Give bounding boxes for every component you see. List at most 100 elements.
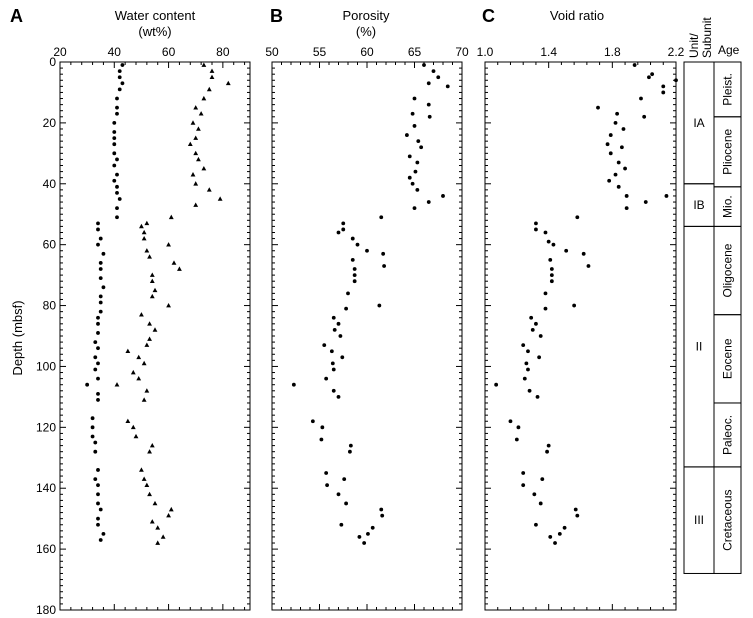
data-point-circle <box>494 382 499 387</box>
data-point-circle <box>96 483 100 488</box>
data-point-circle <box>540 477 545 481</box>
data-point-circle <box>365 248 369 253</box>
data-point-circle <box>355 242 360 247</box>
data-point-circle <box>410 181 415 186</box>
data-point-circle <box>407 175 412 180</box>
data-point-triangle <box>144 248 150 253</box>
data-point-circle <box>98 276 103 281</box>
data-point-triangle <box>152 500 158 506</box>
data-point-circle <box>322 343 327 348</box>
data-point-circle <box>407 154 412 159</box>
data-point-circle <box>624 206 629 211</box>
x-tick-label: 60 <box>360 45 374 59</box>
data-point-circle <box>344 306 348 311</box>
data-point-triangle <box>147 254 152 259</box>
data-point-circle <box>117 87 122 92</box>
data-point-circle <box>331 367 336 372</box>
data-point-circle <box>93 449 98 454</box>
data-point-circle <box>380 513 385 518</box>
data-point-circle <box>529 315 534 320</box>
data-point-circle <box>607 178 612 183</box>
data-point-circle <box>613 172 618 177</box>
data-point-triangle <box>155 525 161 530</box>
data-point-triangle <box>136 376 142 381</box>
data-point-circle <box>336 321 341 326</box>
data-point-circle <box>624 194 629 198</box>
data-point-circle <box>608 133 613 137</box>
data-point-circle <box>413 169 418 174</box>
data-point-circle <box>96 391 100 396</box>
data-point-circle <box>96 227 100 232</box>
data-point-circle <box>436 75 441 80</box>
data-point-circle <box>621 127 626 131</box>
data-point-circle <box>352 267 357 271</box>
data-point-circle <box>90 425 95 430</box>
data-point-circle <box>336 492 341 497</box>
data-point-circle <box>572 303 577 308</box>
data-point-triangle <box>136 354 142 360</box>
age-header: Age <box>718 43 740 57</box>
data-point-circle <box>115 157 119 162</box>
data-point-triangle <box>196 126 201 131</box>
age-label: Oligocene <box>721 243 735 297</box>
data-point-circle <box>381 251 386 256</box>
data-point-triangle <box>193 202 199 207</box>
data-point-circle <box>90 416 95 421</box>
data-point-circle <box>410 111 415 116</box>
data-point-circle <box>426 81 431 86</box>
data-point-triangle <box>130 424 136 430</box>
data-point-circle <box>426 102 431 107</box>
unit-label: III <box>694 513 704 527</box>
data-point-triangle <box>198 111 204 116</box>
data-point-circle <box>379 215 384 220</box>
data-point-circle <box>98 309 103 314</box>
data-point-circle <box>332 328 337 332</box>
data-point-triangle <box>166 242 171 247</box>
stratigraphic-column: Unit/Subunit AgeIAIBIIIIIPleist.PlioceneM… <box>683 17 742 574</box>
data-point-circle <box>543 291 548 296</box>
data-point-triangle <box>225 80 231 86</box>
data-point-circle <box>101 251 106 256</box>
data-point-triangle <box>139 467 144 472</box>
plot-frame <box>484 61 677 611</box>
data-point-circle <box>586 264 591 268</box>
data-point-triangle <box>209 68 215 73</box>
data-point-circle <box>534 227 538 232</box>
data-point-circle <box>120 81 125 86</box>
data-point-circle <box>581 251 586 256</box>
age-label: Cretaceous <box>721 490 735 551</box>
data-point-circle <box>320 425 325 430</box>
data-point-circle <box>96 315 100 320</box>
data-point-circle <box>615 111 620 116</box>
x-tick-label: 50 <box>265 45 279 59</box>
data-point-circle <box>605 142 610 147</box>
age-box <box>713 466 742 574</box>
data-point-circle <box>310 419 315 424</box>
data-point-circle <box>120 63 125 67</box>
data-point-circle <box>543 230 548 235</box>
data-point-circle <box>350 236 355 241</box>
age-label: Eocene <box>721 338 735 379</box>
data-point-circle <box>549 279 554 284</box>
data-point-circle <box>115 191 119 195</box>
depth-tick-label: 0 <box>49 55 56 69</box>
x-tick-label: 70 <box>455 45 469 59</box>
unit-label: II <box>696 340 703 354</box>
data-point-circle <box>344 501 348 506</box>
panel-title: Water content <box>115 8 196 23</box>
data-point-triangle <box>177 266 182 271</box>
data-point-circle <box>508 419 513 424</box>
data-point-circle <box>616 160 621 165</box>
data-point-circle <box>96 376 100 381</box>
data-point-circle <box>623 166 627 171</box>
data-point-triangle <box>149 519 155 524</box>
depth-tick-label: 40 <box>43 177 57 191</box>
data-point-circle <box>521 471 526 475</box>
data-point-circle <box>98 236 103 241</box>
data-point-circle <box>112 130 117 134</box>
data-point-triangle <box>196 156 201 162</box>
data-point-circle <box>575 513 580 518</box>
data-point-triangle <box>193 181 199 186</box>
data-point-triangle <box>144 220 150 226</box>
data-point-circle <box>98 538 103 542</box>
